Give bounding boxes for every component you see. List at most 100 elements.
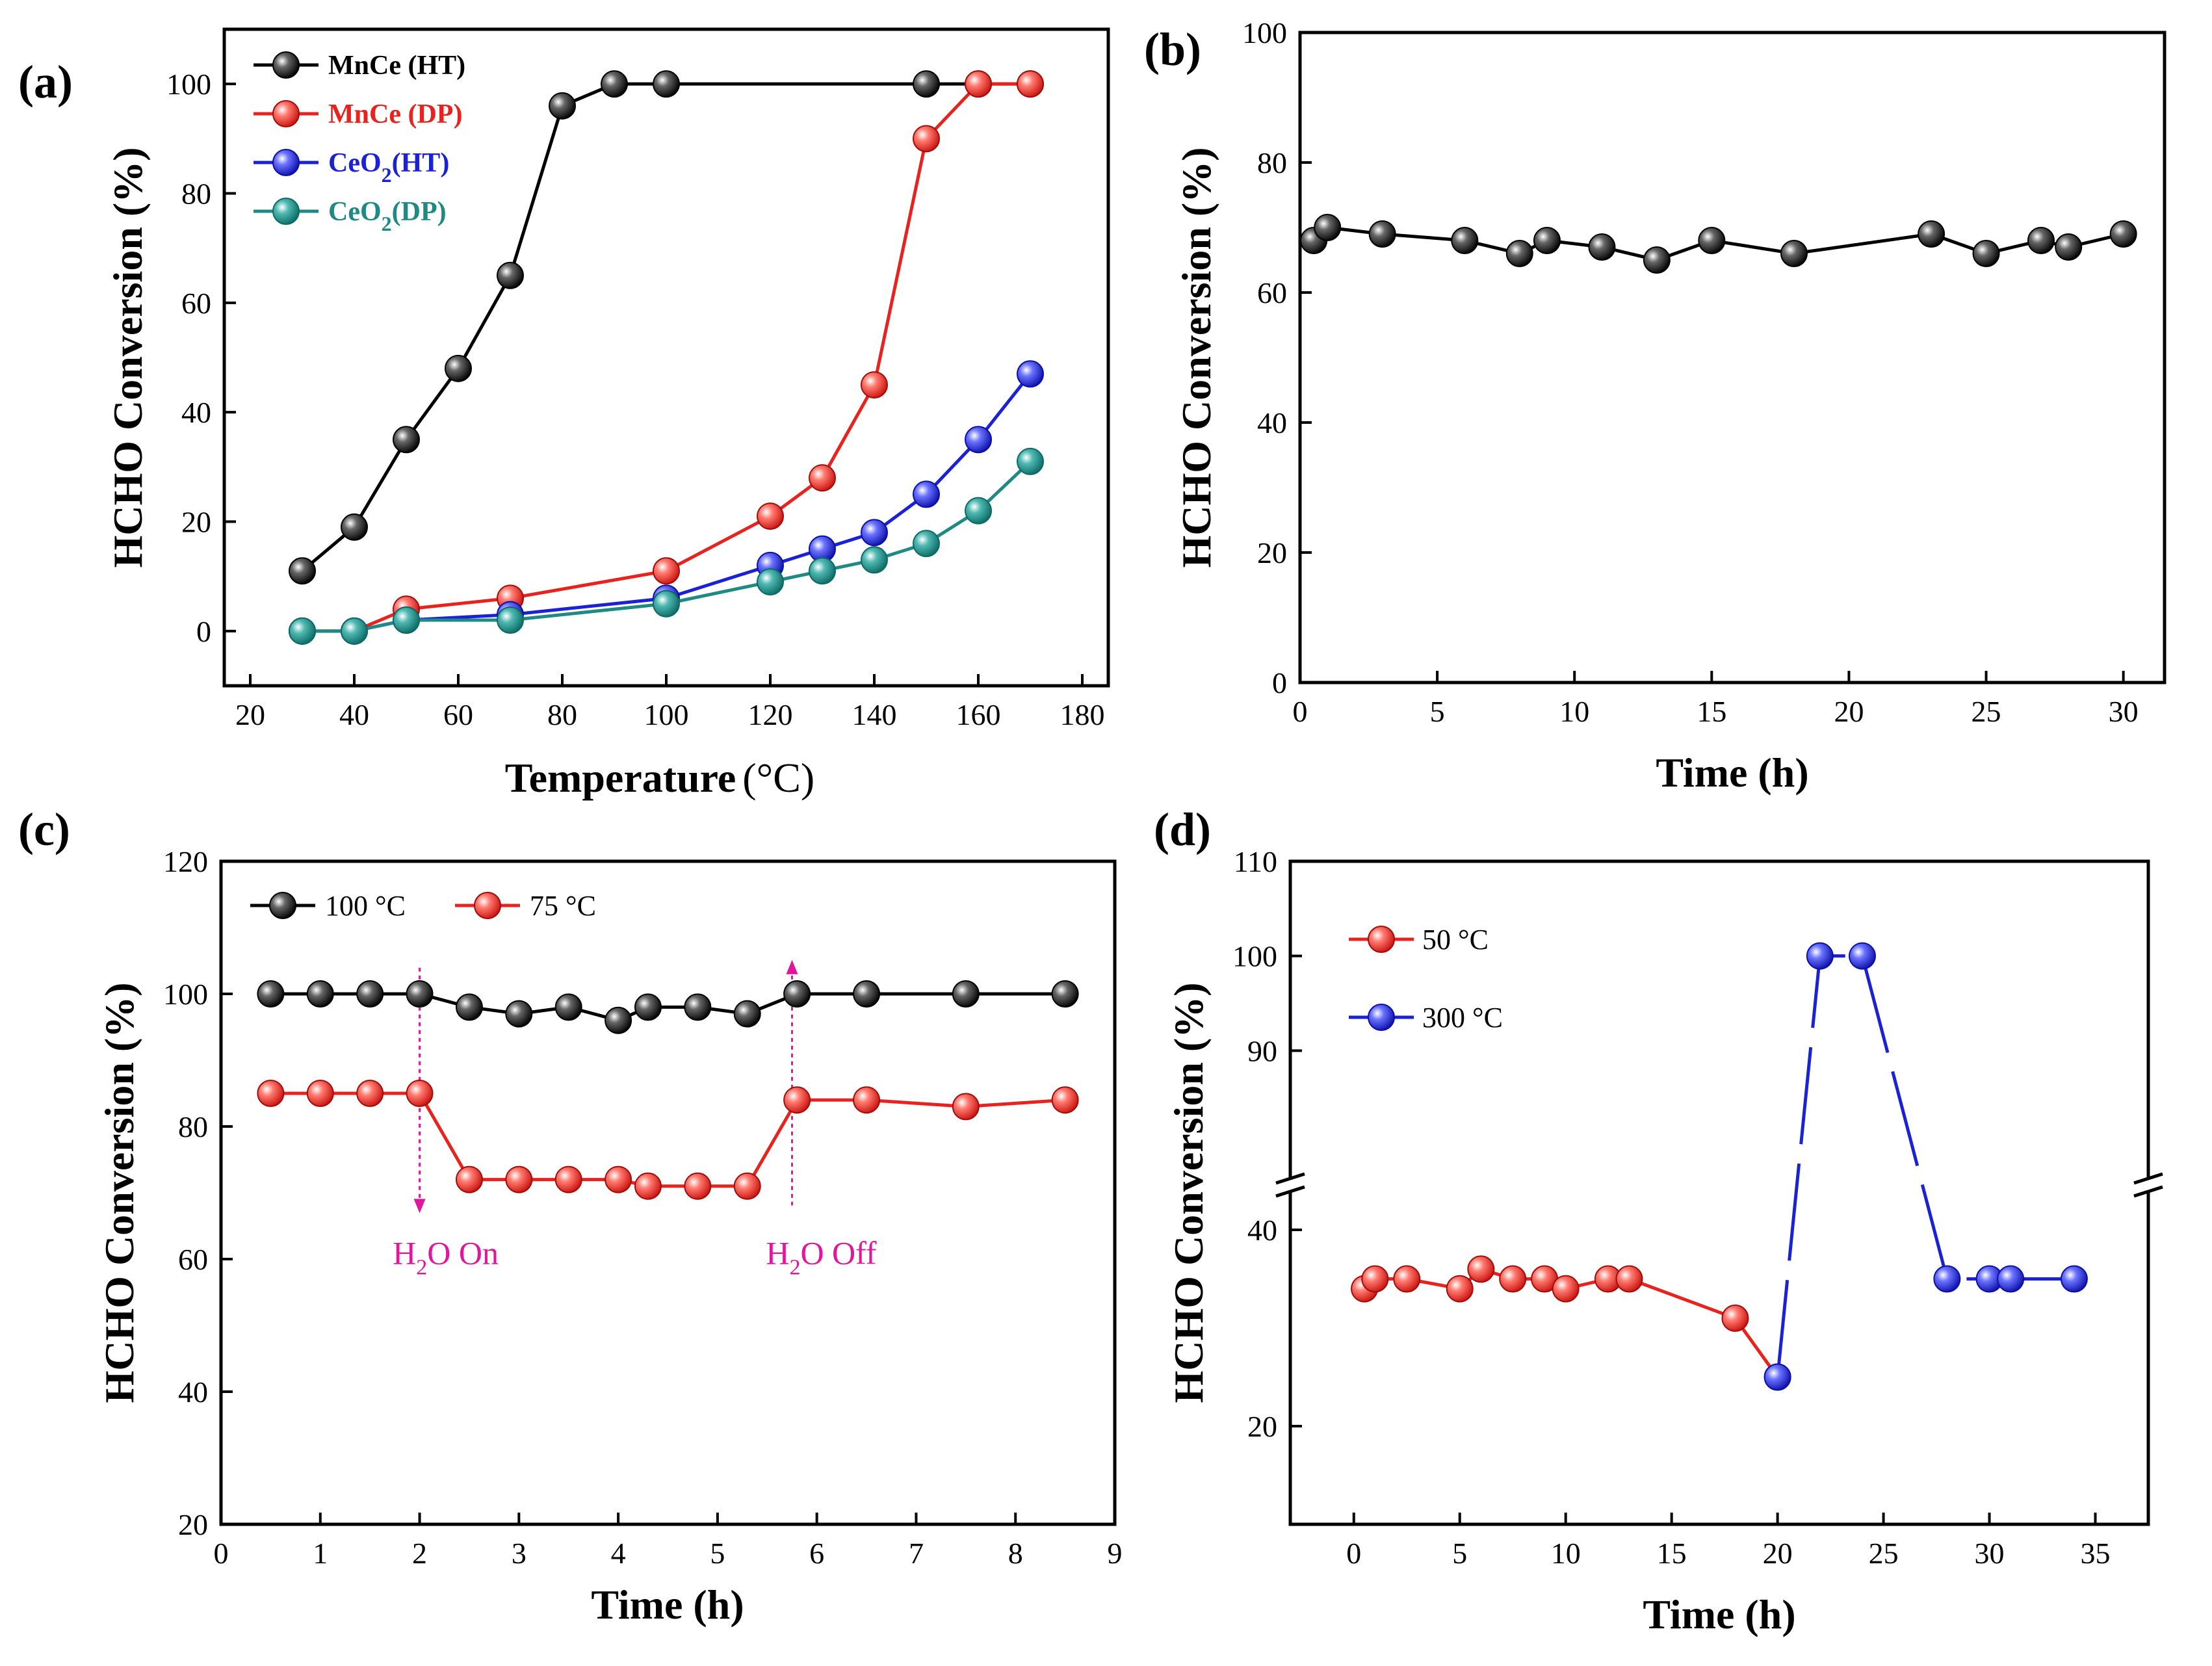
data-point	[1467, 1255, 1495, 1283]
data-point	[1451, 227, 1479, 254]
y-tick-label: 100	[166, 68, 211, 101]
data-point	[605, 1165, 632, 1193]
y-tick-label: 110	[1234, 845, 1277, 878]
data-point	[505, 1165, 533, 1193]
data-point	[455, 1165, 483, 1193]
data-point	[1361, 1265, 1389, 1293]
data-point	[549, 92, 576, 120]
data-point	[1780, 240, 1808, 267]
panel-d-xlabel: Time (h)	[1643, 1591, 1795, 1637]
data-point	[965, 70, 992, 98]
y-tick-label: 120	[163, 845, 208, 878]
data-point	[1393, 1265, 1421, 1293]
x-tick-label: 5	[1430, 695, 1445, 728]
x-tick-label: 160	[956, 698, 1001, 731]
y-tick-label: 60	[1257, 276, 1287, 309]
x-tick-label: 3	[512, 1537, 527, 1570]
x-tick-label: 15	[1657, 1537, 1687, 1570]
panel-c-ylabel: HCHO Conversion (%)	[96, 982, 142, 1403]
legend-item: 50 °C	[1349, 924, 1489, 956]
legend-label: 300 °C	[1422, 1002, 1503, 1034]
data-point	[952, 1093, 980, 1121]
data-point	[913, 125, 940, 153]
data-point	[1588, 233, 1616, 261]
data-point	[757, 502, 784, 530]
panel-c-ticks: 0 1 2 3 4 5 6 7 8 9 20 40 60 80 100 120	[163, 845, 1123, 1570]
x-tick-label: 10	[1559, 695, 1589, 728]
x-tick-label: 7	[909, 1537, 924, 1570]
data-point	[634, 993, 662, 1021]
data-point	[2060, 1265, 2088, 1293]
panel-a-xlabel: Temperature (°C)	[505, 755, 814, 801]
data-point	[406, 1080, 434, 1107]
data-point	[1918, 220, 1945, 248]
data-point	[341, 513, 368, 541]
y-tick-label: 20	[178, 1508, 208, 1541]
data-point	[1997, 1265, 2025, 1293]
legend-item: MnCe (HT)	[254, 51, 465, 81]
legend-item: CeO2(DP)	[254, 197, 447, 235]
data-point	[306, 1080, 334, 1107]
x-tick-label: 0	[1293, 695, 1308, 728]
data-point	[1505, 240, 1533, 267]
panel-c-frame	[219, 859, 1117, 1526]
data-point	[289, 617, 316, 645]
data-point	[1017, 447, 1044, 475]
data-point	[601, 70, 628, 98]
panel-c-series	[257, 980, 1079, 1200]
data-point	[1806, 942, 1834, 970]
y-tick-label: 0	[196, 615, 211, 648]
data-point	[554, 1165, 582, 1193]
data-point	[965, 497, 992, 525]
panel-b-label: (b)	[1144, 23, 1201, 75]
data-point	[341, 617, 368, 645]
legend-item: 300 °C	[1349, 1002, 1503, 1034]
data-point	[393, 426, 420, 454]
data-point	[306, 980, 334, 1008]
data-point	[445, 354, 472, 382]
data-point	[406, 980, 434, 1008]
x-tick-label: 4	[611, 1537, 626, 1570]
annotation-label: H2O Off	[766, 1234, 877, 1279]
data-point	[913, 530, 940, 558]
data-point	[1051, 980, 1079, 1008]
legend-label: 100 °C	[325, 890, 406, 922]
x-tick-label: 180	[1060, 698, 1105, 731]
panel-c-xlabel: Time (h)	[591, 1581, 744, 1628]
y-tick-label: 80	[1257, 146, 1287, 179]
data-point	[356, 980, 384, 1008]
y-tick-label: 100	[1232, 940, 1277, 973]
data-point	[393, 606, 420, 634]
data-point	[913, 70, 940, 98]
data-point	[1017, 360, 1044, 388]
legend-label: CeO2(DP)	[328, 197, 447, 235]
data-point	[1763, 1363, 1791, 1391]
y-tick-label: 80	[178, 1110, 208, 1143]
data-point	[853, 980, 881, 1008]
data-point	[554, 993, 582, 1021]
y-tick-label: 100	[1242, 16, 1287, 49]
y-tick-label: 20	[1247, 1410, 1277, 1443]
y-tick-label: 90	[1247, 1034, 1277, 1067]
y-tick-label: 40	[1247, 1214, 1277, 1247]
data-point	[853, 1086, 881, 1114]
panel-d-label: (d)	[1154, 803, 1211, 855]
data-point	[1643, 246, 1671, 274]
panel-a: (a) 20 40 60 80 100 120 140 160 180020406080100 …	[18, 27, 1110, 801]
x-tick-label: 8	[1008, 1537, 1023, 1570]
x-tick-label: 20	[1763, 1537, 1793, 1570]
arrow-head	[786, 959, 798, 974]
data-point	[2055, 233, 2083, 261]
y-tick-label: 60	[181, 287, 211, 320]
panel-a-ylabel: HCHO Conversion (%)	[105, 147, 151, 567]
panel-b: (b) 0 5 10 15 20 25 30 0 20 40 60 80 100 HCHO Conver…	[1144, 16, 2166, 796]
data-point	[1698, 227, 1726, 254]
legend-label: MnCe (HT)	[328, 51, 465, 81]
panel-a-ticks: 20 40 60 80 100 120 140 160 180 0 20 40 60 80 100	[166, 68, 1105, 731]
data-point	[1552, 1275, 1580, 1303]
panel-b-frame	[1298, 31, 2166, 684]
panel-d: (d) 0 5 10 15 20 25 30 35 20 40 90 100 110 HCHO Conv…	[1154, 803, 2163, 1637]
data-point	[497, 606, 524, 634]
data-point	[861, 371, 888, 399]
